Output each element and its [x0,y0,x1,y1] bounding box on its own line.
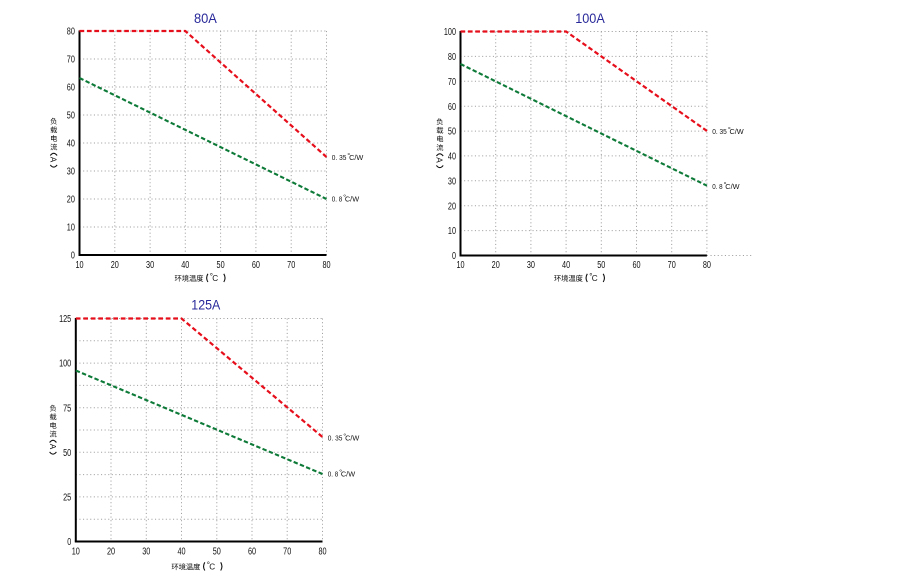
svg-text:100A: 100A [575,10,605,26]
svg-text:125: 125 [59,314,71,325]
svg-text:30: 30 [146,260,154,271]
svg-text:C/W: C/W [725,182,739,191]
svg-text:80: 80 [322,260,330,271]
svg-text:20: 20 [448,201,456,212]
svg-text:70: 70 [283,547,291,558]
svg-text:C: C [592,274,598,283]
svg-text:30: 30 [448,176,456,187]
svg-text:80: 80 [448,52,456,63]
svg-text:A: A [435,157,444,163]
svg-text:40: 40 [562,260,570,271]
svg-text:°: ° [589,272,592,281]
svg-text:°: ° [347,151,350,160]
svg-text:10: 10 [456,260,464,271]
svg-text:°: ° [207,561,210,570]
svg-text:0. 8: 0. 8 [712,182,722,191]
svg-text:100: 100 [444,27,456,38]
svg-text:C/W: C/W [345,434,359,443]
svg-text:10: 10 [67,223,75,234]
svg-text:20: 20 [492,260,500,271]
svg-text:50: 50 [448,127,456,138]
svg-text:70: 70 [668,260,676,271]
svg-text:80: 80 [318,547,326,558]
svg-text:40: 40 [181,260,189,271]
svg-text:°: ° [339,468,342,477]
svg-text:60: 60 [252,260,260,271]
svg-text:50: 50 [213,547,221,558]
svg-text:80: 80 [67,27,75,38]
svg-text:50: 50 [63,448,71,459]
svg-text:60: 60 [67,83,75,94]
svg-text:A: A [48,444,57,450]
svg-text:0. 8: 0. 8 [332,194,342,203]
svg-text:0. 35: 0. 35 [328,434,343,443]
svg-text:40: 40 [448,152,456,163]
svg-text:80: 80 [703,260,711,271]
svg-text:40: 40 [67,139,75,150]
svg-text:50: 50 [67,111,75,122]
svg-text:50: 50 [597,260,605,271]
svg-text:30: 30 [527,260,535,271]
svg-text:0: 0 [67,537,71,548]
svg-text:C: C [209,563,215,572]
svg-text:C: C [212,274,218,283]
svg-text:10: 10 [75,260,83,271]
svg-text:10: 10 [448,226,456,237]
svg-text:100: 100 [59,359,71,370]
svg-text:0. 8: 0. 8 [328,470,338,479]
svg-text:20: 20 [107,547,115,558]
svg-text:10: 10 [72,547,80,558]
svg-text:70: 70 [287,260,295,271]
svg-text:70: 70 [67,55,75,66]
svg-text:°: ° [724,180,727,189]
svg-text:60: 60 [248,547,256,558]
svg-text:60: 60 [632,260,640,271]
svg-text:°: ° [728,125,731,134]
svg-text:°: ° [210,272,213,281]
svg-text:0. 35: 0. 35 [712,127,727,136]
svg-text:40: 40 [177,547,185,558]
svg-text:30: 30 [67,167,75,178]
svg-text:0: 0 [71,251,75,262]
svg-text:C/W: C/W [341,470,355,479]
svg-text:75: 75 [63,403,71,414]
svg-text:20: 20 [67,195,75,206]
svg-text:A: A [49,157,58,163]
svg-text:70: 70 [448,77,456,88]
svg-text:°: ° [343,192,346,201]
svg-text:20: 20 [111,260,119,271]
svg-text:C/W: C/W [345,194,359,203]
svg-text:C/W: C/W [730,127,744,136]
svg-text:0: 0 [452,251,456,262]
svg-text:25: 25 [63,493,71,504]
svg-text:30: 30 [142,547,150,558]
svg-text:C/W: C/W [349,153,363,162]
svg-text:0. 35: 0. 35 [332,153,347,162]
svg-text:50: 50 [217,260,225,271]
svg-text:60: 60 [448,102,456,113]
svg-text:°: ° [343,432,346,441]
svg-text:80A: 80A [194,10,217,26]
svg-text:125A: 125A [191,296,221,312]
